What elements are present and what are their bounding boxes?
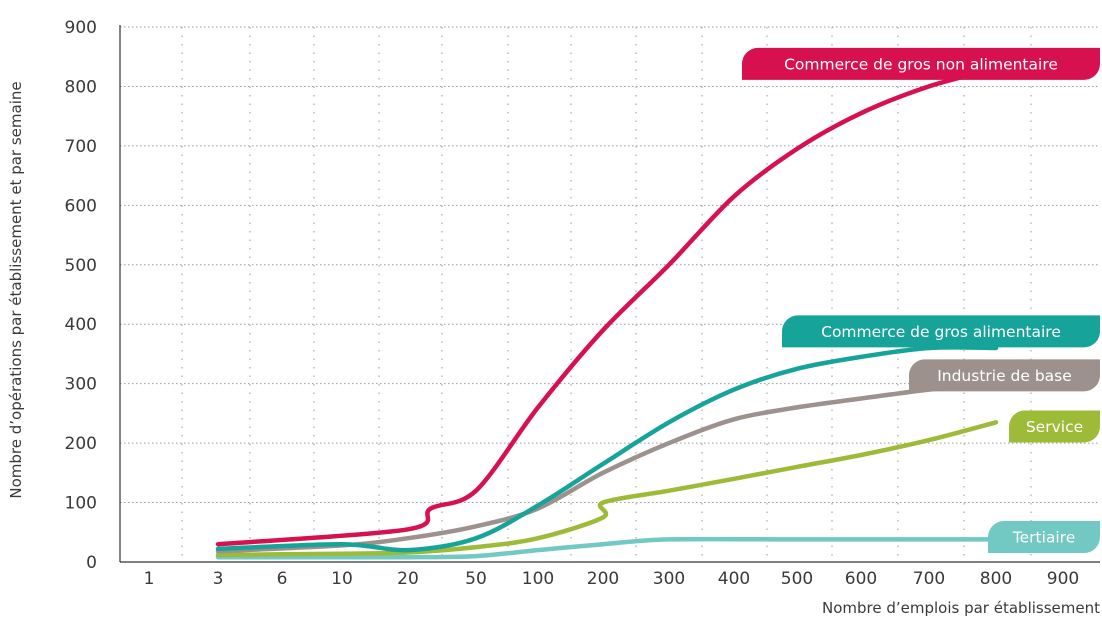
grid: [120, 26, 1100, 562]
series-label-badge: Commerce de gros alimentaire: [782, 315, 1100, 348]
series-line: [215, 381, 999, 554]
y-axis-title: Nombre d’opérations par établissement et…: [7, 81, 25, 498]
y-tick-label: 600: [65, 196, 97, 216]
series-label-badge: Service: [1009, 410, 1100, 443]
x-tick-label: 1: [144, 569, 155, 589]
x-tick-label: 900: [1047, 569, 1079, 589]
y-tick-label: 400: [65, 315, 97, 335]
series-line: [215, 420, 999, 558]
series-label-badge: Industrie de base: [909, 359, 1100, 392]
series-label-text: Service: [1026, 418, 1083, 436]
x-tick-label: 50: [465, 569, 487, 589]
y-tick-label: 100: [65, 494, 97, 514]
series-label-badge: Tertiaire: [988, 521, 1100, 554]
series-label-shape: [988, 521, 1100, 554]
y-tick-label: 300: [65, 375, 97, 395]
y-tick-label: 800: [65, 77, 97, 97]
x-tick-label: 100: [522, 569, 554, 589]
series-label-shape: [742, 47, 1100, 80]
x-tick-label: 200: [587, 569, 619, 589]
series-lines: [215, 66, 999, 560]
series-label-text: Commerce de gros non alimentaire: [784, 55, 1058, 73]
series-line: [215, 345, 999, 553]
y-tick-label: 700: [65, 137, 97, 157]
y-tick-label: 900: [65, 18, 97, 38]
x-tick-label: 800: [980, 569, 1012, 589]
series-label-badge: Commerce de gros non alimentaire: [742, 47, 1100, 80]
x-tick-label: 20: [397, 569, 419, 589]
series-line: [215, 66, 999, 547]
x-axis-title: Nombre d’emplois par établissement: [822, 599, 1100, 617]
axes: 0 100 200 300 400 500 600 700 800 900 1 3 6 10 20 50 100…: [65, 18, 1100, 589]
series-line: [215, 536, 999, 560]
x-tick-label: 10: [331, 569, 353, 589]
y-tick-label: 200: [65, 434, 97, 454]
y-tick-label: 0: [86, 553, 97, 573]
series-label-text: Tertiaire: [1012, 529, 1076, 547]
x-tick-label: 300: [653, 569, 685, 589]
x-tick-label: 700: [913, 569, 945, 589]
series-label-text: Commerce de gros alimentaire: [821, 323, 1061, 341]
series-label-shape: [1009, 410, 1100, 443]
x-tick-label: 3: [213, 569, 224, 589]
x-tick-label: 6: [277, 569, 288, 589]
series-label-shape: [909, 359, 1100, 392]
x-tick-label: 600: [845, 569, 877, 589]
y-tick-label: 500: [65, 256, 97, 276]
series-label-shape: [782, 315, 1100, 348]
x-tick-label: 500: [781, 569, 813, 589]
series-labels: Commerce de gros non alimentaire Commerce…: [742, 47, 1100, 554]
x-tick-label: 400: [718, 569, 750, 589]
series-label-text: Industrie de base: [937, 367, 1072, 385]
